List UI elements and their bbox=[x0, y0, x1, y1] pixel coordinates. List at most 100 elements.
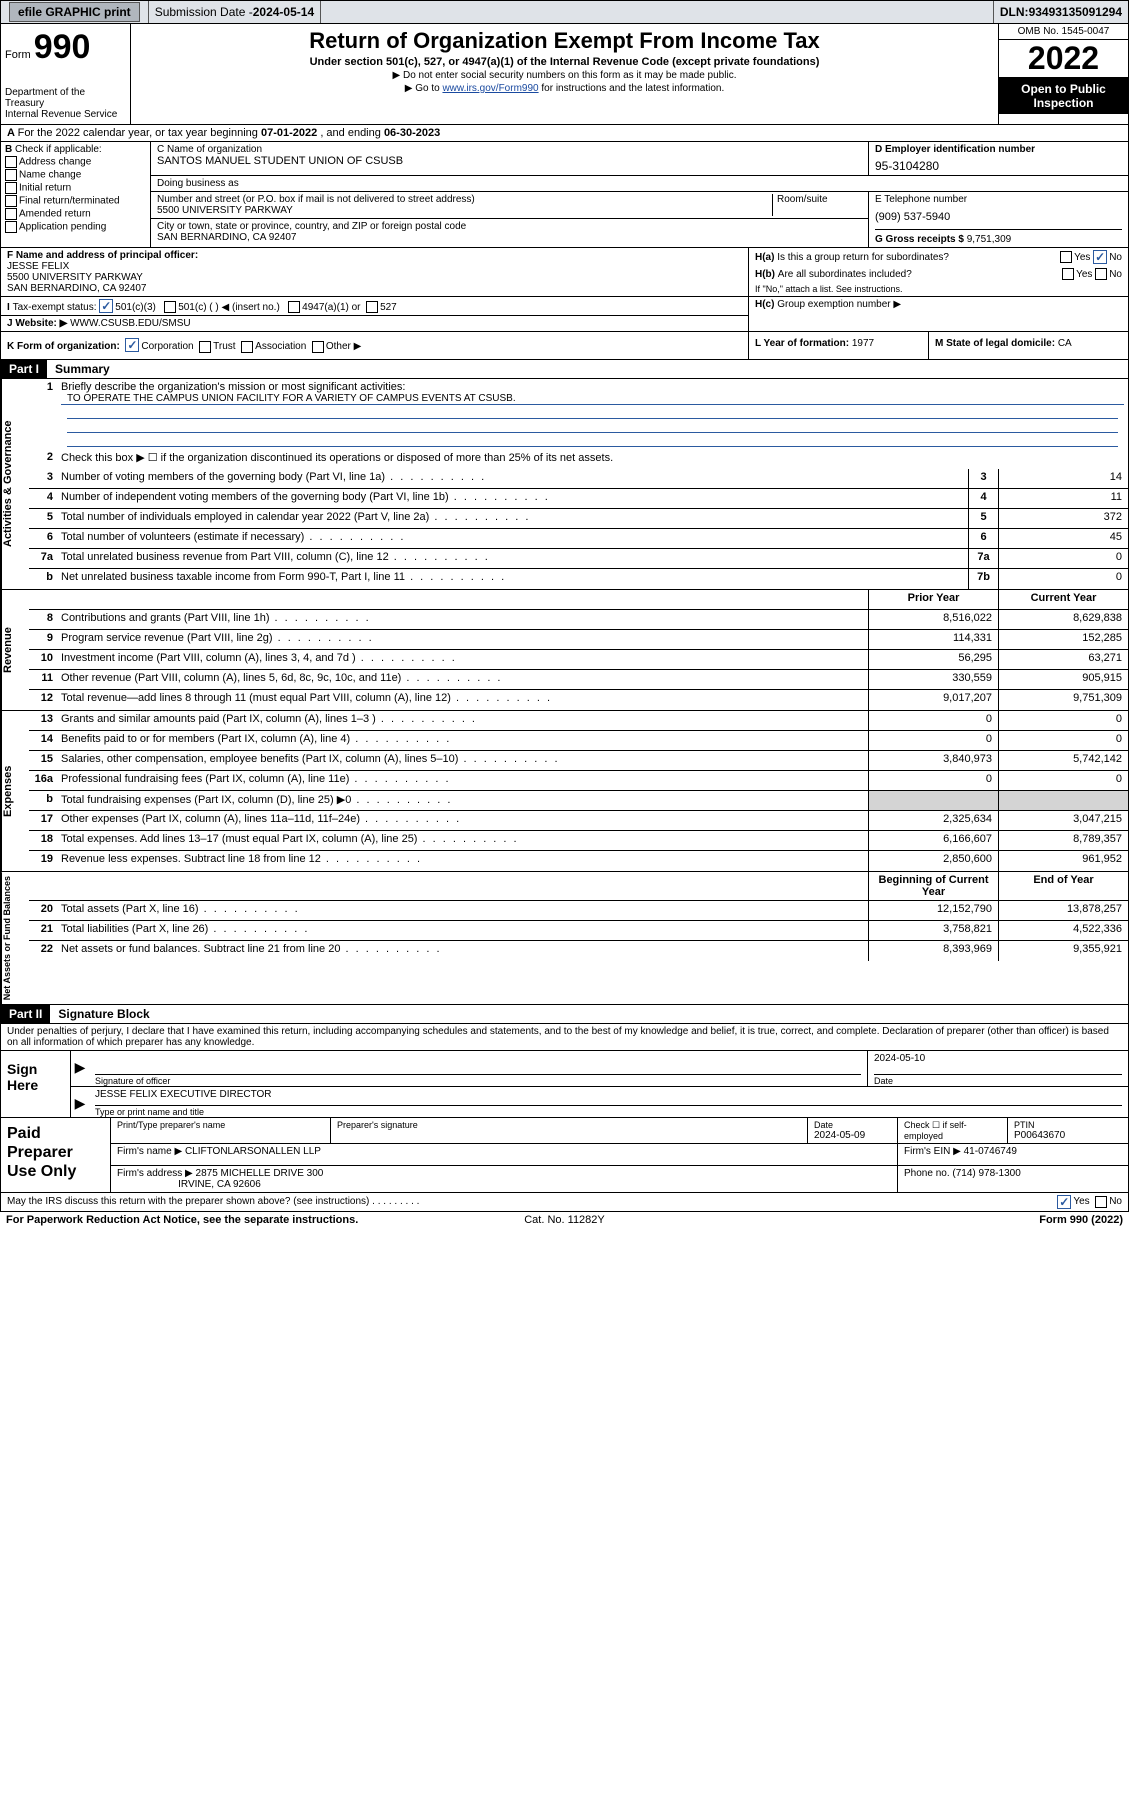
form-prefix: Form bbox=[5, 49, 31, 61]
hb-yes[interactable] bbox=[1062, 268, 1074, 280]
chk-name-change[interactable]: Name change bbox=[5, 169, 146, 181]
paid-date: 2024-05-09 bbox=[814, 1130, 865, 1141]
gov-rows: 1 Briefly describe the organization's mi… bbox=[29, 379, 1128, 589]
chk-501c[interactable] bbox=[164, 301, 176, 313]
hb-no[interactable] bbox=[1095, 268, 1107, 280]
i-row: I Tax-exempt status: 501(c)(3) 501(c) ( … bbox=[1, 297, 748, 316]
hc-pre: H(c) bbox=[755, 299, 774, 310]
addr-grid: Number and street (or P.O. box if mail i… bbox=[151, 192, 1128, 247]
head-begin: Beginning of Current Year bbox=[868, 872, 998, 900]
table-row: bNet unrelated business taxable income f… bbox=[29, 569, 1128, 589]
discuss-q: May the IRS discuss this return with the… bbox=[7, 1196, 369, 1207]
year-box: OMB No. 1545-0047 2022 Open to Public In… bbox=[998, 24, 1128, 124]
chk-initial-return[interactable]: Initial return bbox=[5, 182, 146, 194]
table-row: 21Total liabilities (Part X, line 26)3,7… bbox=[29, 921, 1128, 941]
paid-row3: Firm's address ▶ 2875 MICHELLE DRIVE 300… bbox=[111, 1166, 1128, 1192]
dots: . . . . . . . . . bbox=[372, 1196, 419, 1207]
mission-line bbox=[67, 433, 1118, 447]
chk-4947[interactable] bbox=[288, 301, 300, 313]
sig-name: JESSE FELIX EXECUTIVE DIRECTOR bbox=[95, 1089, 1122, 1100]
table-row: 20Total assets (Part X, line 16)12,152,7… bbox=[29, 901, 1128, 921]
hc-row: H(c) Group exemption number ▶ bbox=[749, 296, 1128, 312]
table-row: 16aProfessional fundraising fees (Part I… bbox=[29, 771, 1128, 791]
chk-app-pending[interactable]: Application pending bbox=[5, 221, 146, 233]
phone-val: (909) 537-5940 bbox=[875, 211, 1122, 223]
f-row: F Name and address of principal officer:… bbox=[1, 248, 748, 297]
open-public: Open to Public Inspection bbox=[999, 78, 1128, 114]
j-lbl: Website: ▶ bbox=[15, 318, 70, 329]
f-addr2: SAN BERNARDINO, CA 92407 bbox=[7, 283, 147, 294]
table-row: 10Investment income (Part VIII, column (… bbox=[29, 650, 1128, 670]
sign-label: Sign Here bbox=[1, 1051, 71, 1117]
chk-amended[interactable]: Amended return bbox=[5, 208, 146, 220]
ha-yes[interactable] bbox=[1060, 251, 1072, 263]
form-instr1: Do not enter social security numbers on … bbox=[139, 70, 990, 81]
paid-label: Paid Preparer Use Only bbox=[1, 1118, 111, 1192]
suite-lbl: Room/suite bbox=[772, 194, 862, 216]
table-row: 11Other revenue (Part VIII, column (A), … bbox=[29, 670, 1128, 690]
a-end: 06-30-2023 bbox=[384, 127, 440, 139]
net-head: Beginning of Current Year End of Year bbox=[29, 872, 1128, 901]
q1-answer: TO OPERATE THE CAMPUS UNION FACILITY FOR… bbox=[61, 393, 1124, 405]
form-ref: Form 990 (2022) bbox=[751, 1214, 1123, 1226]
paid-col5-lbl: PTIN bbox=[1014, 1120, 1122, 1130]
efile-button[interactable]: efile GRAPHIC print bbox=[9, 2, 140, 22]
street-row: Number and street (or P.O. box if mail i… bbox=[151, 192, 868, 219]
c-name-lbl: C Name of organization bbox=[157, 144, 862, 155]
section-fijh: F Name and address of principal officer:… bbox=[0, 248, 1129, 332]
dln-label: DLN: bbox=[1000, 5, 1029, 19]
part2-title: Signature Block bbox=[50, 1005, 157, 1023]
addr-lbl: Number and street (or P.O. box if mail i… bbox=[157, 194, 772, 205]
irs-link[interactable]: www.irs.gov/Form990 bbox=[442, 83, 538, 94]
phone-val: (714) 978-1300 bbox=[952, 1168, 1020, 1179]
title-box: Return of Organization Exempt From Incom… bbox=[131, 24, 998, 124]
head-end: End of Year bbox=[998, 872, 1128, 900]
pra-notice: For Paperwork Reduction Act Notice, see … bbox=[6, 1214, 378, 1226]
k-assoc[interactable] bbox=[241, 341, 253, 353]
submission-date: 2024-05-14 bbox=[253, 5, 314, 19]
topbar-spacer bbox=[321, 1, 994, 23]
form-subtitle: Under section 501(c), 527, or 4947(a)(1)… bbox=[139, 56, 990, 68]
col-cd: C Name of organization SANTOS MANUEL STU… bbox=[151, 142, 1128, 247]
gross-receipts: G Gross receipts $ 9,751,309 bbox=[875, 229, 1122, 245]
tax-year: 2022 bbox=[999, 40, 1128, 78]
a-pre: For the 2022 calendar year, or tax year … bbox=[18, 127, 261, 139]
ha-row: H(a) Is this a group return for subordin… bbox=[749, 248, 1128, 266]
omb-number: OMB No. 1545-0047 bbox=[999, 24, 1128, 40]
e-lbl: E Telephone number bbox=[875, 194, 1122, 205]
k-other[interactable] bbox=[312, 341, 324, 353]
vtab-exp: Expenses bbox=[1, 711, 29, 871]
row-a-taxyear: A For the 2022 calendar year, or tax yea… bbox=[0, 125, 1129, 142]
table-row: 8Contributions and grants (Part VIII, li… bbox=[29, 610, 1128, 630]
chk-527[interactable] bbox=[366, 301, 378, 313]
k-trust[interactable] bbox=[199, 341, 211, 353]
discuss-yes[interactable] bbox=[1057, 1195, 1071, 1209]
hb-lbl: Are all subordinates included? bbox=[778, 269, 1062, 280]
part1-header: Part I Summary bbox=[0, 360, 1129, 379]
summary-rev: Revenue Prior Year Current Year 8Contrib… bbox=[0, 590, 1129, 711]
f-lbl: F Name and address of principal officer: bbox=[7, 250, 198, 261]
footer-last: For Paperwork Reduction Act Notice, see … bbox=[0, 1212, 1129, 1228]
j-row: J Website: ▶ WWW.CSUSB.EDU/SMSU bbox=[1, 316, 748, 331]
table-row: 9Program service revenue (Part VIII, lin… bbox=[29, 630, 1128, 650]
chk-501c3[interactable] bbox=[99, 299, 113, 313]
rev-rows: Prior Year Current Year 8Contributions a… bbox=[29, 590, 1128, 710]
l-val: 1977 bbox=[852, 338, 874, 349]
paid-col3-lbl: Date bbox=[814, 1120, 891, 1130]
chk-final-return[interactable]: Final return/terminated bbox=[5, 195, 146, 207]
hb-note: If "No," attach a list. See instructions… bbox=[749, 282, 1128, 296]
table-row: 13Grants and similar amounts paid (Part … bbox=[29, 711, 1128, 731]
sig-date-lbl: Date bbox=[874, 1074, 1122, 1086]
vtab-gov: Activities & Governance bbox=[1, 379, 29, 589]
website-val: WWW.CSUSB.EDU/SMSU bbox=[70, 318, 191, 329]
ha-no[interactable] bbox=[1093, 250, 1107, 264]
discuss-no[interactable] bbox=[1095, 1196, 1107, 1208]
paid-ptin: P00643670 bbox=[1014, 1130, 1065, 1141]
k-corp[interactable] bbox=[125, 338, 139, 352]
form-title: Return of Organization Exempt From Incom… bbox=[139, 28, 990, 54]
net-rows: Beginning of Current Year End of Year 20… bbox=[29, 872, 1128, 1004]
chk-address-change[interactable]: Address change bbox=[5, 156, 146, 168]
summary-gov: Activities & Governance 1 Briefly descri… bbox=[0, 379, 1129, 590]
k-cell: K Form of organization: Corporation Trus… bbox=[1, 332, 748, 358]
sig-row2: ▶ JESSE FELIX EXECUTIVE DIRECTOR Type or… bbox=[71, 1087, 1128, 1117]
